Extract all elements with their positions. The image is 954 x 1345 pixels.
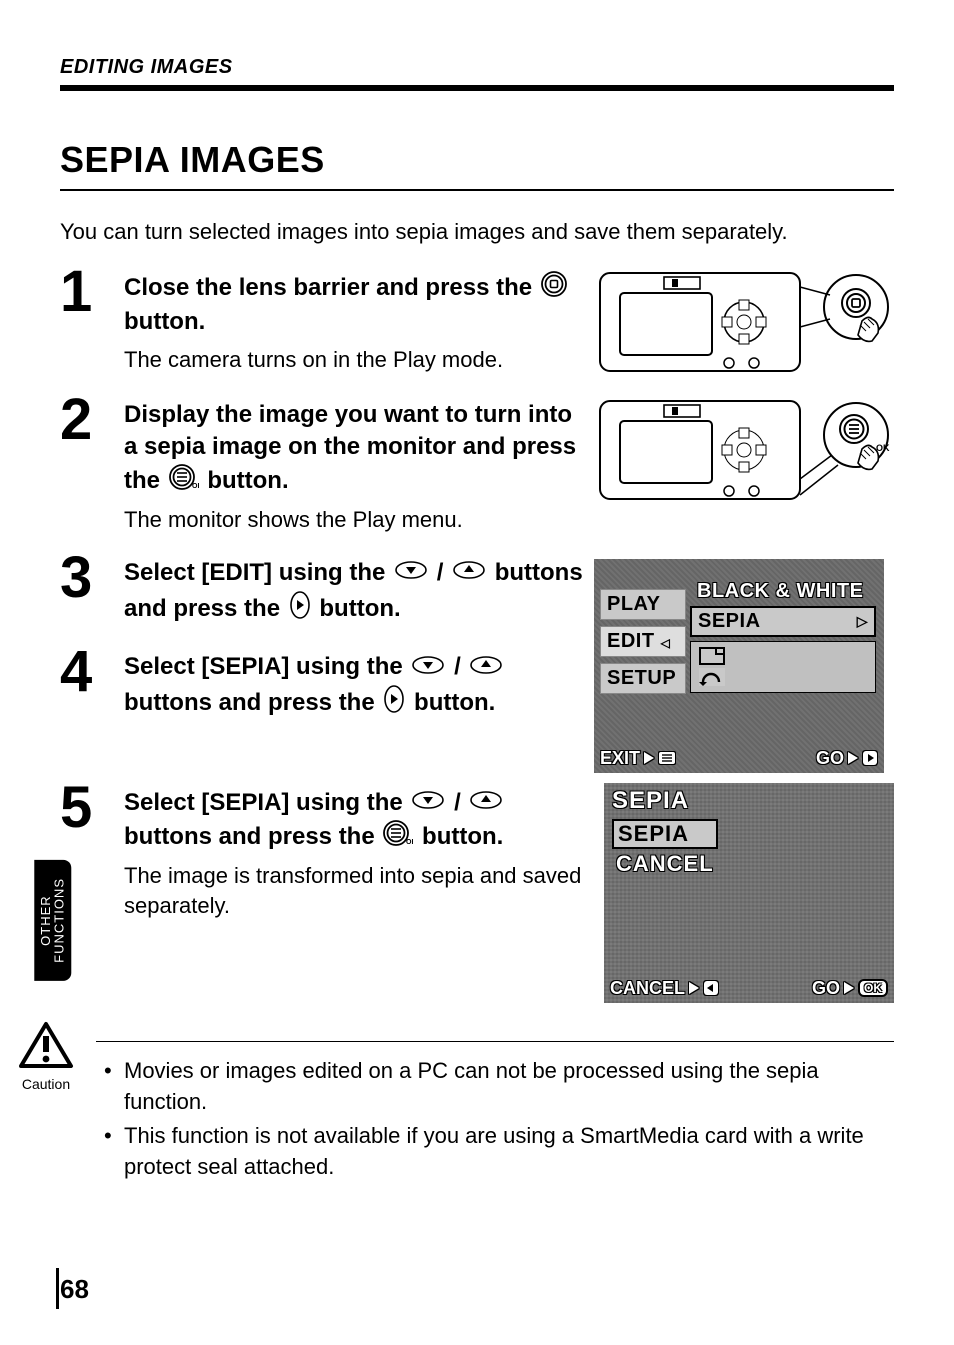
- camera-diagram-2: OK: [594, 395, 894, 505]
- sepia-bottom-cancel: CANCEL: [610, 978, 719, 999]
- text: button.: [124, 308, 205, 335]
- step-number: 2: [60, 395, 124, 444]
- menu-tab-edit: EDIT ◁: [600, 626, 686, 657]
- step-instruction: Close the lens barrier and press the but…: [124, 271, 584, 339]
- menu-icon-row: [690, 641, 876, 693]
- step-4: 4 Select [SEPIA] using the / buttons and…: [60, 647, 594, 723]
- right-circle-icon: [383, 684, 405, 723]
- step-note: The monitor shows the Play menu.: [124, 505, 584, 535]
- text: Close the lens barrier and press the: [124, 274, 539, 301]
- menu-tab-setup: SETUP: [600, 663, 686, 694]
- up-oval-icon: [469, 787, 503, 819]
- page-number: 68: [60, 1274, 89, 1305]
- text: SEPIA: [698, 610, 761, 633]
- ok-pill: OK: [858, 979, 888, 997]
- caution-item: This function is not available if you ar…: [96, 1121, 894, 1183]
- down-oval-icon: [411, 787, 445, 819]
- step-note: The camera turns on in the Play mode.: [124, 345, 584, 375]
- text: button.: [414, 689, 495, 716]
- step-note: The image is transformed into sepia and …: [124, 861, 584, 920]
- text: buttons and press the: [124, 823, 381, 850]
- step-2: 2 Display the image you want to turn int…: [60, 395, 894, 535]
- step-5: 5 Select [SEPIA] using the / buttons and…: [60, 783, 894, 1003]
- menu-exit: EXIT: [600, 748, 676, 769]
- menu-item-bw: BLACK & WHITE: [690, 577, 876, 606]
- sepia-bottom-go: GO OK: [812, 978, 888, 999]
- svg-text:OK: OK: [406, 839, 413, 846]
- intro-text: You can turn selected images into sepia …: [60, 219, 894, 245]
- step-number: 1: [60, 267, 124, 316]
- camera-diagram-1: [594, 267, 894, 377]
- sepia-option-cancel: CANCEL: [612, 851, 718, 877]
- text: CANCEL: [610, 978, 685, 999]
- text: /: [437, 559, 450, 586]
- up-oval-icon: [452, 557, 486, 589]
- text: Select [SEPIA] using the: [124, 653, 409, 680]
- step-1: 1 Close the lens barrier and press the b…: [60, 267, 894, 377]
- text: Select [EDIT] using the: [124, 559, 392, 586]
- caution-icon: [18, 1021, 74, 1069]
- side-tab: OTHER FUNCTIONS: [34, 860, 71, 981]
- play-circle-icon: [541, 271, 567, 306]
- menu-item-sepia: SEPIA ▷: [690, 606, 876, 637]
- step-instruction: Display the image you want to turn into …: [124, 399, 584, 499]
- caution-label: Caution: [0, 1076, 96, 1092]
- text: Select [SEPIA] using the: [124, 789, 409, 816]
- text: button.: [422, 823, 503, 850]
- menu-go: GO: [816, 748, 878, 769]
- page-title: SEPIA IMAGES: [60, 139, 894, 191]
- rotate-icon: [699, 668, 725, 686]
- text: button.: [207, 467, 288, 494]
- up-oval-icon: [469, 652, 503, 684]
- sepia-option-sepia: SEPIA: [612, 819, 718, 849]
- svg-text:OK: OK: [876, 443, 890, 453]
- sepia-confirm-screenshot: SEPIA SEPIA CANCEL CANCEL GO OK: [594, 783, 894, 1003]
- menu-tab-play: PLAY: [600, 589, 686, 620]
- edit-menu-screenshot: PLAY EDIT ◁ SETUP BLACK & WHITE SEPIA ▷: [594, 553, 894, 773]
- svg-text:OK: OK: [192, 483, 199, 490]
- menu-ok-icon: OK: [169, 464, 199, 499]
- step-number: 3: [60, 553, 124, 602]
- step-number: 4: [60, 647, 124, 696]
- text: buttons and press the: [124, 689, 381, 716]
- text: GO: [812, 978, 840, 999]
- side-tab-line2: FUNCTIONS: [52, 878, 67, 963]
- step-number: 5: [60, 783, 124, 832]
- caution-list: Movies or images edited on a PC can not …: [96, 1056, 894, 1187]
- caution-item: Movies or images edited on a PC can not …: [96, 1056, 894, 1118]
- text: EDIT: [607, 630, 655, 652]
- menu-ok-icon: OK: [383, 820, 413, 855]
- step-instruction: Select [SEPIA] using the / buttons and p…: [124, 651, 584, 723]
- sepia-title: SEPIA: [612, 787, 689, 815]
- down-oval-icon: [394, 557, 428, 589]
- right-circle-icon: [289, 590, 311, 629]
- text: GO: [816, 748, 844, 769]
- text: button.: [319, 595, 400, 622]
- step-instruction: Select [SEPIA] using the / buttons and p…: [124, 787, 584, 855]
- down-oval-icon: [411, 652, 445, 684]
- text: /: [454, 789, 467, 816]
- step-instruction: Select [EDIT] using the / buttons and pr…: [124, 557, 584, 629]
- section-header: EDITING IMAGES: [60, 56, 894, 91]
- resize-icon: [699, 647, 725, 665]
- caution-block: Caution Movies or images edited on a PC …: [60, 1021, 894, 1187]
- text: /: [454, 653, 467, 680]
- text: EXIT: [600, 748, 640, 769]
- step-3: 3 Select [EDIT] using the / buttons and …: [60, 553, 594, 629]
